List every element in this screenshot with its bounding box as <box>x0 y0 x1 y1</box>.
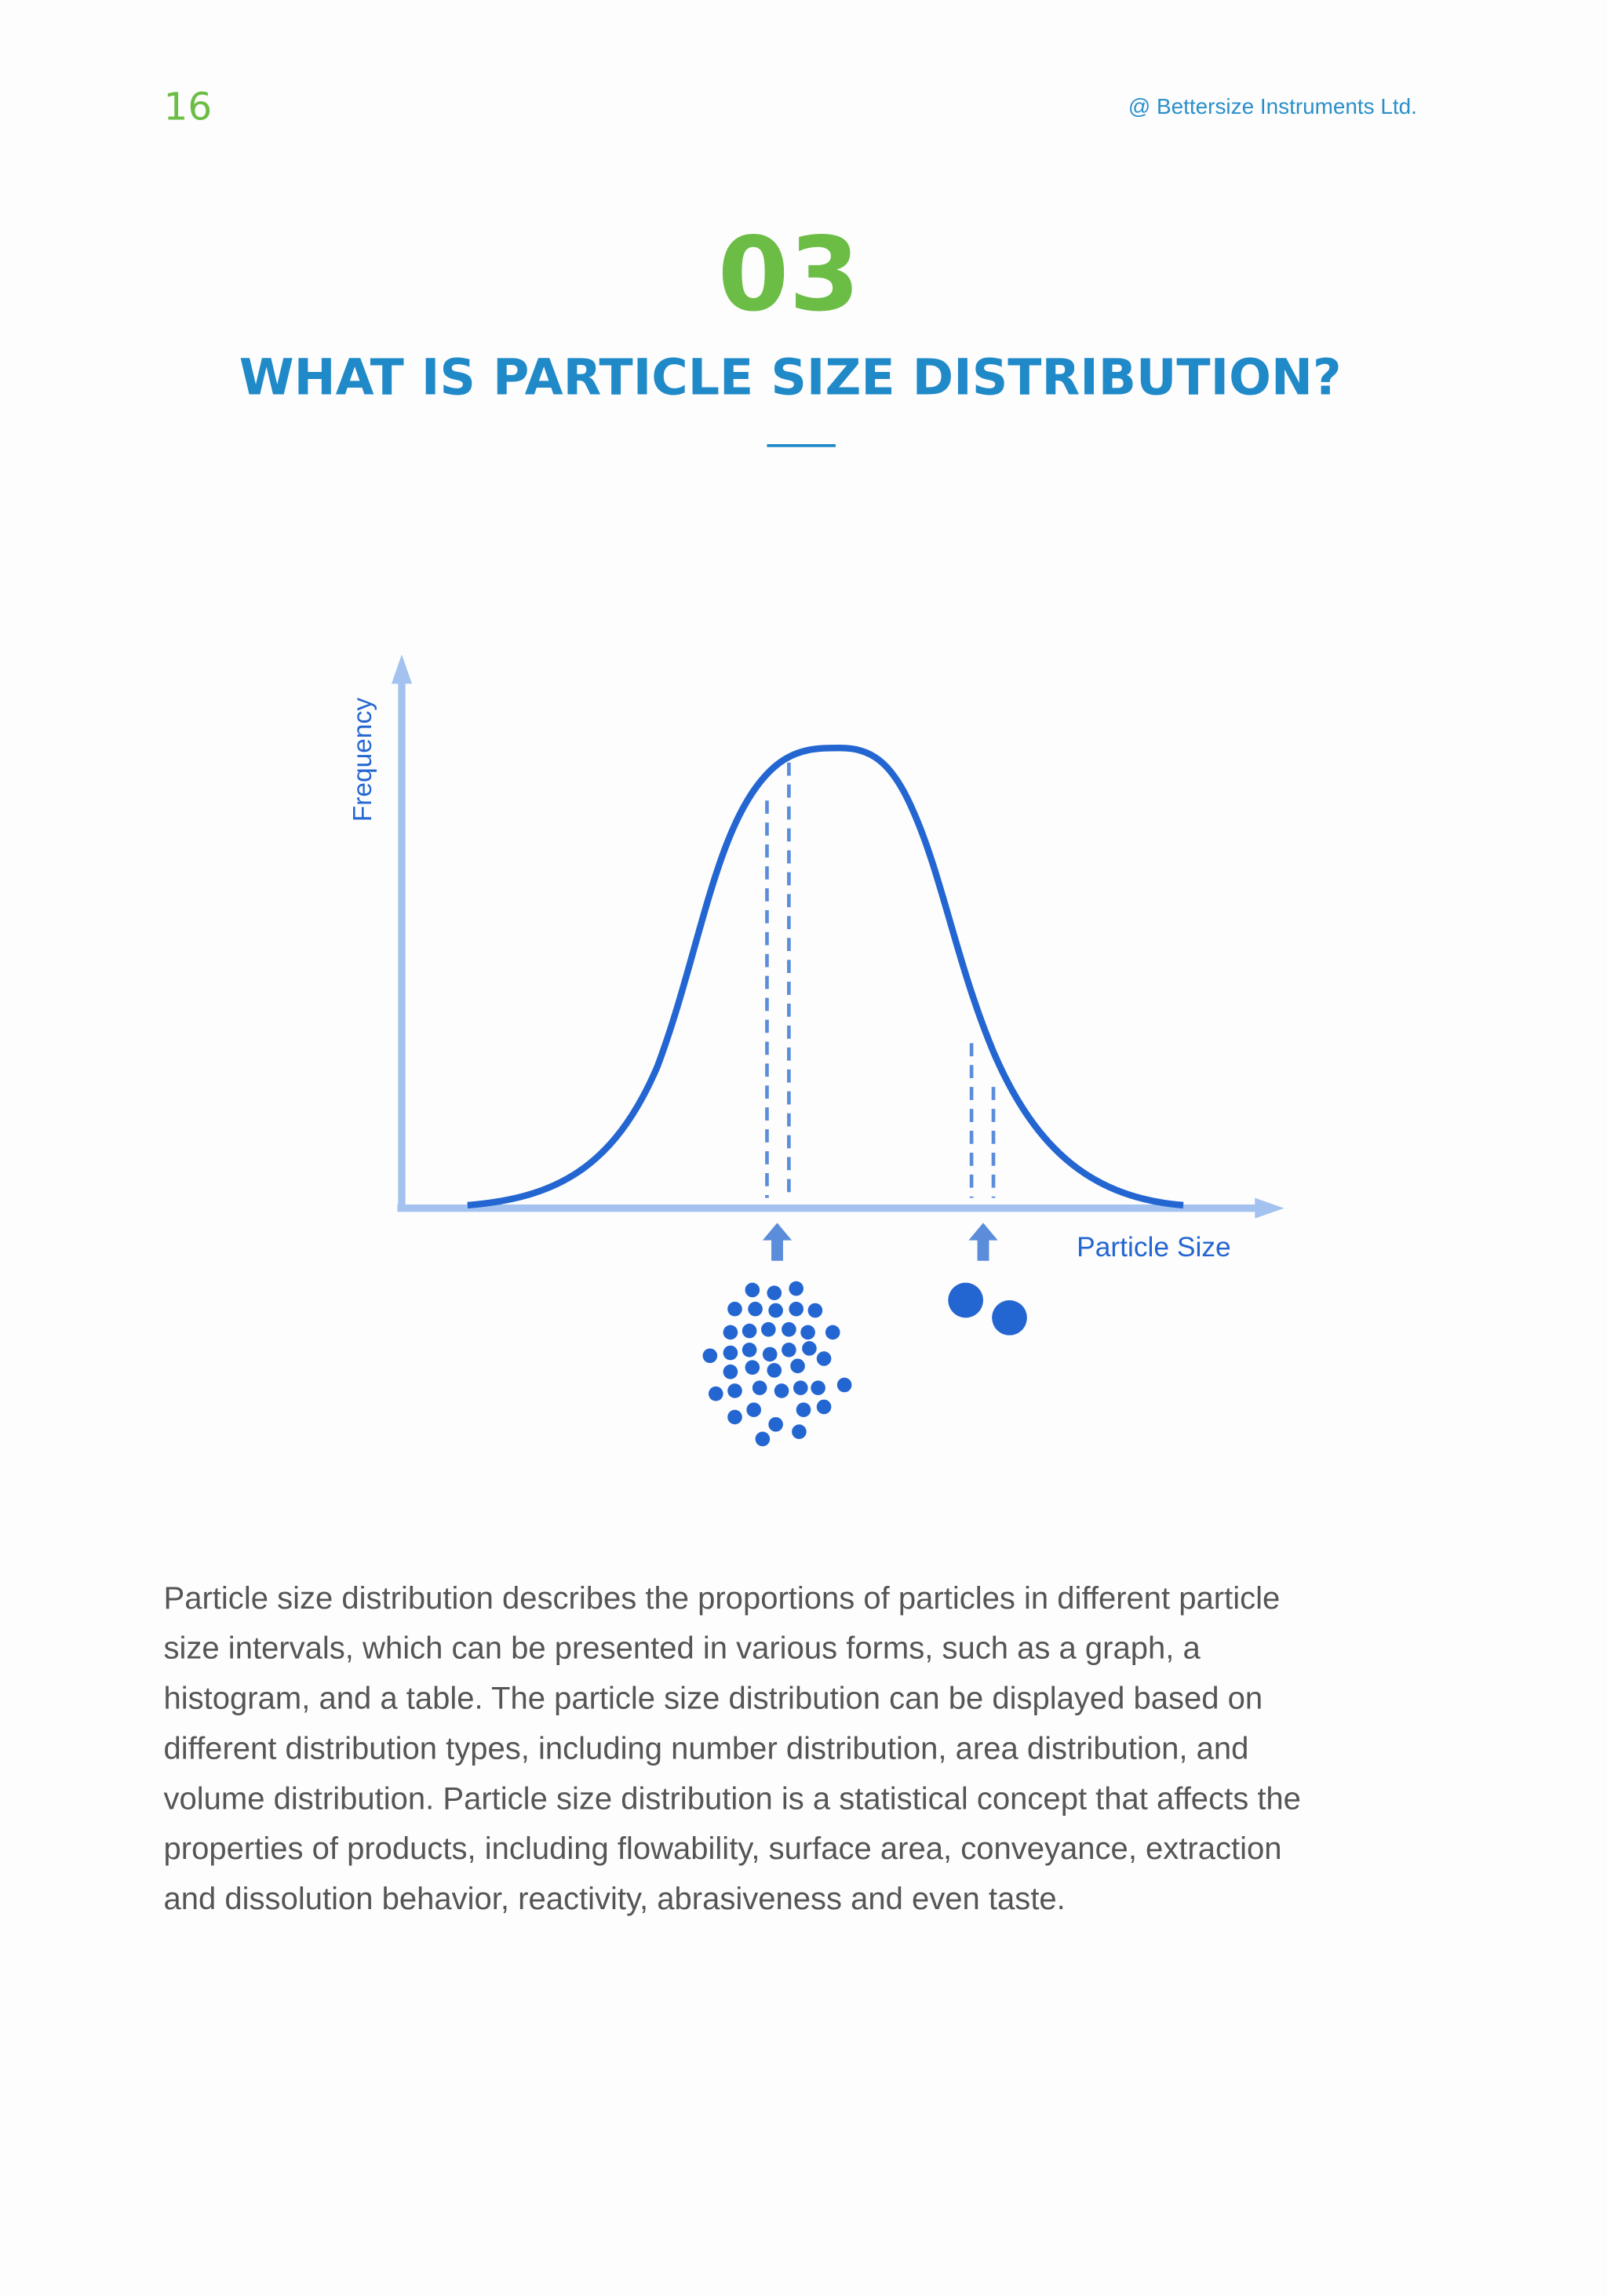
particle <box>723 1364 738 1379</box>
particle <box>800 1325 815 1340</box>
body-line: Particle size distribution describes the… <box>164 1581 1281 1616</box>
section-title: WHAT IS PARTICLE SIZE DISTRIBUTION? <box>239 348 1342 406</box>
body-line: properties of products, including flowab… <box>164 1831 1282 1866</box>
particle <box>767 1285 782 1300</box>
particle <box>836 1377 852 1393</box>
x-arrow <box>1255 1197 1285 1219</box>
particle <box>762 1347 778 1362</box>
particle <box>742 1342 757 1358</box>
particle <box>811 1380 825 1396</box>
particle <box>789 1281 804 1296</box>
particle <box>816 1399 832 1415</box>
large-arrow <box>968 1223 998 1261</box>
particle <box>746 1402 762 1417</box>
section-number: 03 <box>718 215 860 334</box>
small-arrow <box>762 1223 793 1261</box>
particle <box>752 1380 767 1396</box>
particle <box>761 1321 776 1337</box>
particle <box>816 1351 832 1366</box>
small-particles <box>702 1281 852 1447</box>
y-label: Frequency <box>348 698 377 822</box>
particle <box>727 1301 742 1317</box>
company: @ Bettersize Instruments Ltd. <box>1128 94 1417 118</box>
x-label: Particle Size <box>1077 1232 1231 1263</box>
particle <box>745 1360 760 1375</box>
particle <box>742 1323 757 1339</box>
particle <box>767 1363 782 1378</box>
particle <box>789 1301 804 1317</box>
particle <box>768 1303 783 1318</box>
page-number: 16 <box>164 86 213 129</box>
particle <box>755 1431 771 1447</box>
particle <box>702 1348 718 1364</box>
particle <box>792 1424 807 1439</box>
particle <box>745 1282 760 1298</box>
particle <box>825 1325 840 1340</box>
particle <box>782 1321 796 1337</box>
particle <box>802 1341 817 1356</box>
particle <box>790 1358 805 1374</box>
diagram: Frequency Particle Size <box>348 654 1285 1447</box>
particle <box>774 1383 789 1398</box>
particle <box>768 1416 783 1432</box>
body-line: volume distribution. Particle size distr… <box>164 1781 1301 1816</box>
body-line: different distribution types, including … <box>164 1731 1249 1766</box>
particle <box>748 1301 763 1317</box>
particle <box>708 1386 723 1401</box>
body-line: size intervals, which can be presented i… <box>164 1631 1201 1666</box>
particle <box>723 1345 738 1361</box>
body-text: Particle size distribution describes the… <box>164 1581 1301 1916</box>
particle <box>727 1409 742 1425</box>
distribution-curve <box>467 745 1184 1209</box>
y-arrow <box>391 654 413 684</box>
dashed-lines <box>765 762 996 1198</box>
large-particle <box>948 1282 984 1318</box>
particle <box>727 1383 742 1398</box>
body-line: histogram, and a table. The particle siz… <box>164 1682 1263 1716</box>
particle <box>782 1342 796 1358</box>
particle <box>796 1402 811 1417</box>
particle <box>723 1325 738 1340</box>
large-particle <box>992 1299 1027 1336</box>
particle <box>793 1380 808 1396</box>
particle <box>807 1303 823 1318</box>
body-line: and dissolution behavior, reactivity, ab… <box>164 1882 1066 1916</box>
